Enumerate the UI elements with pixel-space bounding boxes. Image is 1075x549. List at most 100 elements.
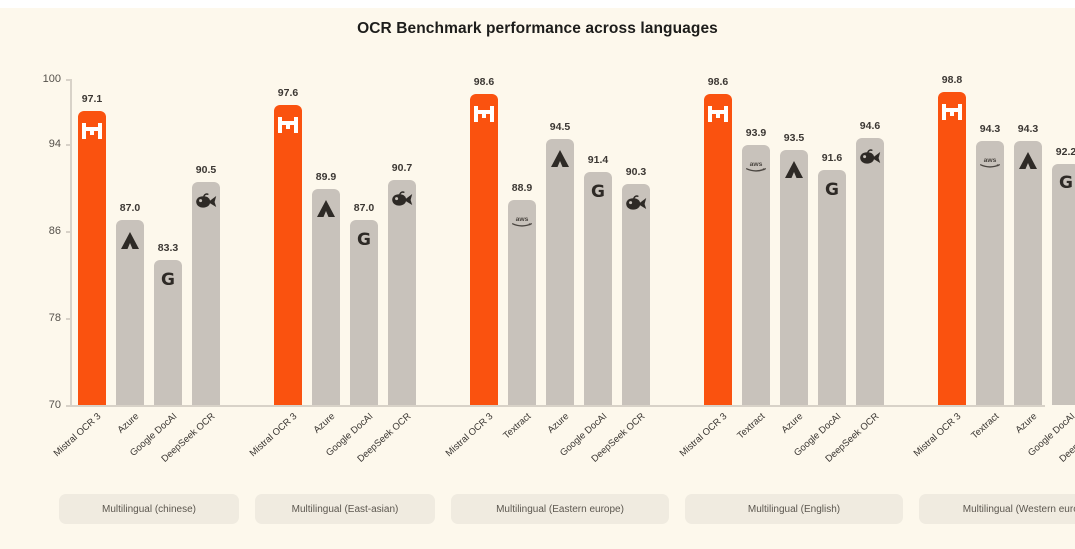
bar[interactable]: 90.7 [388, 162, 416, 405]
y-axis-tick-label: 70 [48, 399, 61, 411]
mistral-logo-icon [941, 101, 963, 123]
x-axis-tick-label: Azure [545, 411, 572, 436]
google-logo-icon: G [357, 229, 371, 250]
bar-value-label: 91.4 [587, 154, 609, 167]
bar[interactable]: 89.9 [312, 171, 340, 405]
y-axis-tick-label: 78 [48, 312, 61, 325]
aws-logo-icon: aws [979, 150, 1001, 172]
deepseek-whale-logo-icon [195, 191, 217, 213]
bar-value-label: 88.9 [511, 181, 533, 194]
bar-value-label: 97.1 [81, 92, 103, 105]
bar[interactable]: 83.3 G [154, 242, 182, 405]
bar[interactable]: 87.0 G [350, 202, 378, 405]
bar[interactable]: 88.9 aws [508, 182, 536, 405]
y-axis-tick-label: 94 [48, 138, 61, 151]
bar[interactable]: 93.5 [780, 132, 808, 405]
bar-value-label: 94.3 [979, 122, 1001, 135]
x-axis-tick-label: Azure [311, 411, 338, 436]
bar[interactable]: 94.5 [546, 121, 574, 405]
page-title: OCR Benchmark performance across languag… [357, 20, 718, 37]
x-axis-tick-label: Mistral OCR 3 [911, 411, 964, 460]
bar-value-label: 98.8 [941, 74, 963, 87]
bar-value-label: 94.6 [859, 119, 881, 132]
category-pill-row: Multilingual (chinese) Multilingual (East… [0, 494, 1075, 528]
y-axis-tick-mark [66, 318, 70, 320]
category-pill[interactable]: Multilingual (Western europe) [919, 494, 1075, 524]
azure-logo-icon [783, 159, 805, 181]
deepseek-whale-logo-icon [625, 193, 647, 215]
x-axis-tick-label: Textract [735, 411, 768, 442]
svg-text:aws: aws [750, 161, 763, 168]
bar[interactable]: 94.6 [856, 120, 884, 405]
aws-logo-icon: aws [745, 154, 767, 176]
bar[interactable]: 94.3 aws [976, 123, 1004, 405]
bar-value-label: 93.5 [783, 131, 805, 144]
bar[interactable]: 91.6 G [818, 152, 846, 405]
y-axis-tick-label: 86 [48, 225, 61, 238]
bar[interactable]: 93.9 aws [742, 127, 770, 405]
mistral-logo-icon [707, 103, 729, 125]
mistral-logo-icon [81, 120, 103, 142]
x-axis-tick-label: Mistral OCR 3 [51, 411, 104, 460]
y-axis-tick-mark [66, 231, 70, 233]
bar[interactable]: 91.4 G [584, 154, 612, 405]
bar[interactable]: 94.3 [1014, 123, 1042, 405]
mistral-logo-icon [277, 114, 299, 136]
bar-value-label: 98.6 [707, 76, 729, 89]
aws-logo-icon: aws [511, 209, 533, 231]
google-logo-icon: G [1059, 173, 1073, 194]
bar-value-label: 93.9 [745, 127, 767, 140]
y-axis-tick-mark [66, 405, 70, 407]
x-axis-tick-label: Azure [115, 411, 142, 436]
bar[interactable]: 97.1 [78, 93, 106, 405]
category-pill[interactable]: Multilingual (Eastern europe) [451, 494, 669, 524]
y-axis-tick-mark [66, 144, 70, 146]
bar-value-label: 94.5 [549, 120, 571, 133]
bar-value-label: 83.3 [157, 242, 179, 255]
bar-value-label: 87.0 [119, 202, 141, 215]
bar-value-label: 90.5 [195, 164, 217, 177]
category-pill[interactable]: Multilingual (English) [685, 494, 903, 524]
bar-value-label: 87.0 [353, 202, 375, 215]
x-axis-line [70, 405, 1045, 407]
bar-value-label: 97.6 [277, 87, 299, 100]
azure-logo-icon [549, 148, 571, 170]
plot-area: 70 78 86 94 100 97.1 87.0 83.3 G 90.5 97.6 89.9 87.… [43, 73, 1075, 465]
azure-logo-icon [119, 229, 141, 251]
deepseek-whale-logo-icon [391, 189, 413, 211]
x-axis-tick-label: Textract [501, 411, 534, 442]
x-axis-tick-label: Azure [1013, 411, 1040, 436]
y-axis-line [70, 79, 72, 405]
y-axis-tick-label: 100 [42, 73, 61, 85]
bar[interactable]: 87.0 [116, 202, 144, 405]
bar-value-label: 89.9 [315, 170, 337, 183]
bar[interactable]: 98.8 [938, 74, 966, 405]
deepseek-whale-logo-icon [859, 147, 881, 169]
bar-value-label: 94.3 [1017, 122, 1039, 135]
azure-logo-icon [1017, 150, 1039, 172]
x-axis-tick-label: Mistral OCR 3 [443, 411, 496, 460]
bar-value-label: 90.3 [625, 166, 647, 179]
top-white-strip [0, 0, 1075, 8]
category-pill[interactable]: Multilingual (chinese) [59, 494, 239, 524]
bar[interactable]: 97.6 [274, 87, 302, 405]
google-logo-icon: G [591, 181, 605, 202]
bar-value-label: 91.6 [821, 152, 843, 165]
mistral-logo-icon [473, 103, 495, 125]
y-axis-tick-mark [66, 79, 70, 81]
bar-value-label: 98.6 [473, 76, 495, 89]
bar[interactable]: 98.6 [470, 76, 498, 405]
bar-value-label: 92.2 [1055, 145, 1075, 158]
bar[interactable]: 90.3 [622, 166, 650, 405]
bar[interactable]: 90.5 [192, 164, 220, 405]
svg-text:aws: aws [516, 215, 529, 222]
bar[interactable]: 92.2 G [1052, 146, 1075, 405]
bar-value-label: 90.7 [391, 162, 413, 175]
azure-logo-icon [315, 198, 337, 220]
x-axis-tick-label: Mistral OCR 3 [247, 411, 300, 460]
category-pill[interactable]: Multilingual (East-asian) [255, 494, 435, 524]
x-axis-tick-label: Mistral OCR 3 [677, 411, 730, 460]
x-axis-tick-label: Azure [779, 411, 806, 436]
bar[interactable]: 98.6 [704, 76, 732, 405]
